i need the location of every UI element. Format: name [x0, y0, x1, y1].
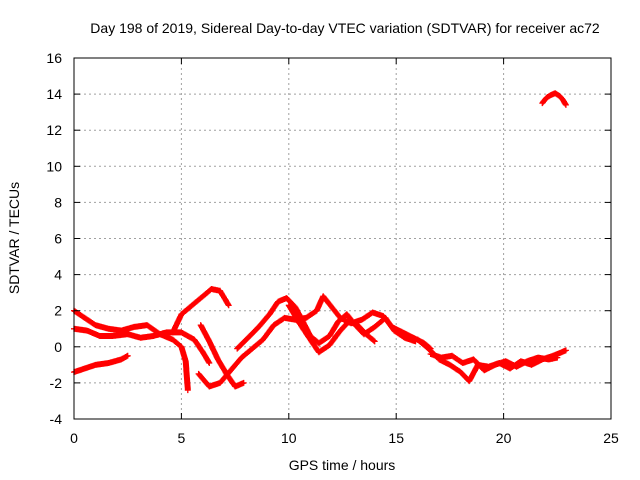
series-track-a: [71, 325, 213, 366]
series-marks: [71, 325, 213, 366]
x-tick-label: 5: [178, 430, 186, 446]
series-marks: [539, 90, 569, 108]
series-track-d: [169, 286, 232, 336]
data-points: [71, 90, 569, 394]
series-track-b: [71, 307, 191, 394]
y-tick-label: 8: [54, 194, 62, 210]
y-tick-labels: -4 -2 0 2 4 6 8 10 12 14 16: [46, 50, 62, 427]
x-tick-label: 25: [603, 430, 619, 446]
x-tick-label: 15: [388, 430, 404, 446]
y-axis-label: SDTVAR / TECUs: [6, 182, 22, 294]
x-tick-label: 0: [70, 430, 78, 446]
y-tick-label: 0: [54, 339, 62, 355]
series-marks: [427, 351, 561, 374]
grid: [74, 58, 611, 419]
y-tick-label: -4: [50, 411, 63, 427]
y-tick-label: 12: [46, 122, 62, 138]
series-marks: [285, 302, 378, 356]
y-tick-label: 6: [54, 231, 62, 247]
y-tick-label: 10: [46, 158, 62, 174]
series-track-c: [71, 352, 131, 376]
y-tick-label: 16: [46, 50, 62, 66]
y-tick-label: 14: [46, 86, 62, 102]
series-track-k: [539, 90, 569, 108]
series-marks: [71, 352, 131, 376]
axis-ticks: [73, 57, 612, 420]
chart-title: Day 198 of 2019, Sidereal Day-to-day VTE…: [90, 20, 600, 36]
x-axis-label: GPS time / hours: [289, 457, 396, 473]
x-tick-label: 20: [496, 430, 512, 446]
y-tick-label: 2: [54, 303, 62, 319]
x-tick-label: 10: [281, 430, 297, 446]
series-marks: [71, 307, 191, 394]
series-track-j: [427, 351, 561, 374]
series-marks: [169, 286, 232, 336]
x-tick-labels: 0 5 10 15 20 25: [70, 430, 619, 446]
y-tick-label: -2: [50, 375, 63, 391]
series-track-h: [285, 302, 378, 356]
y-tick-label: 4: [54, 267, 62, 283]
